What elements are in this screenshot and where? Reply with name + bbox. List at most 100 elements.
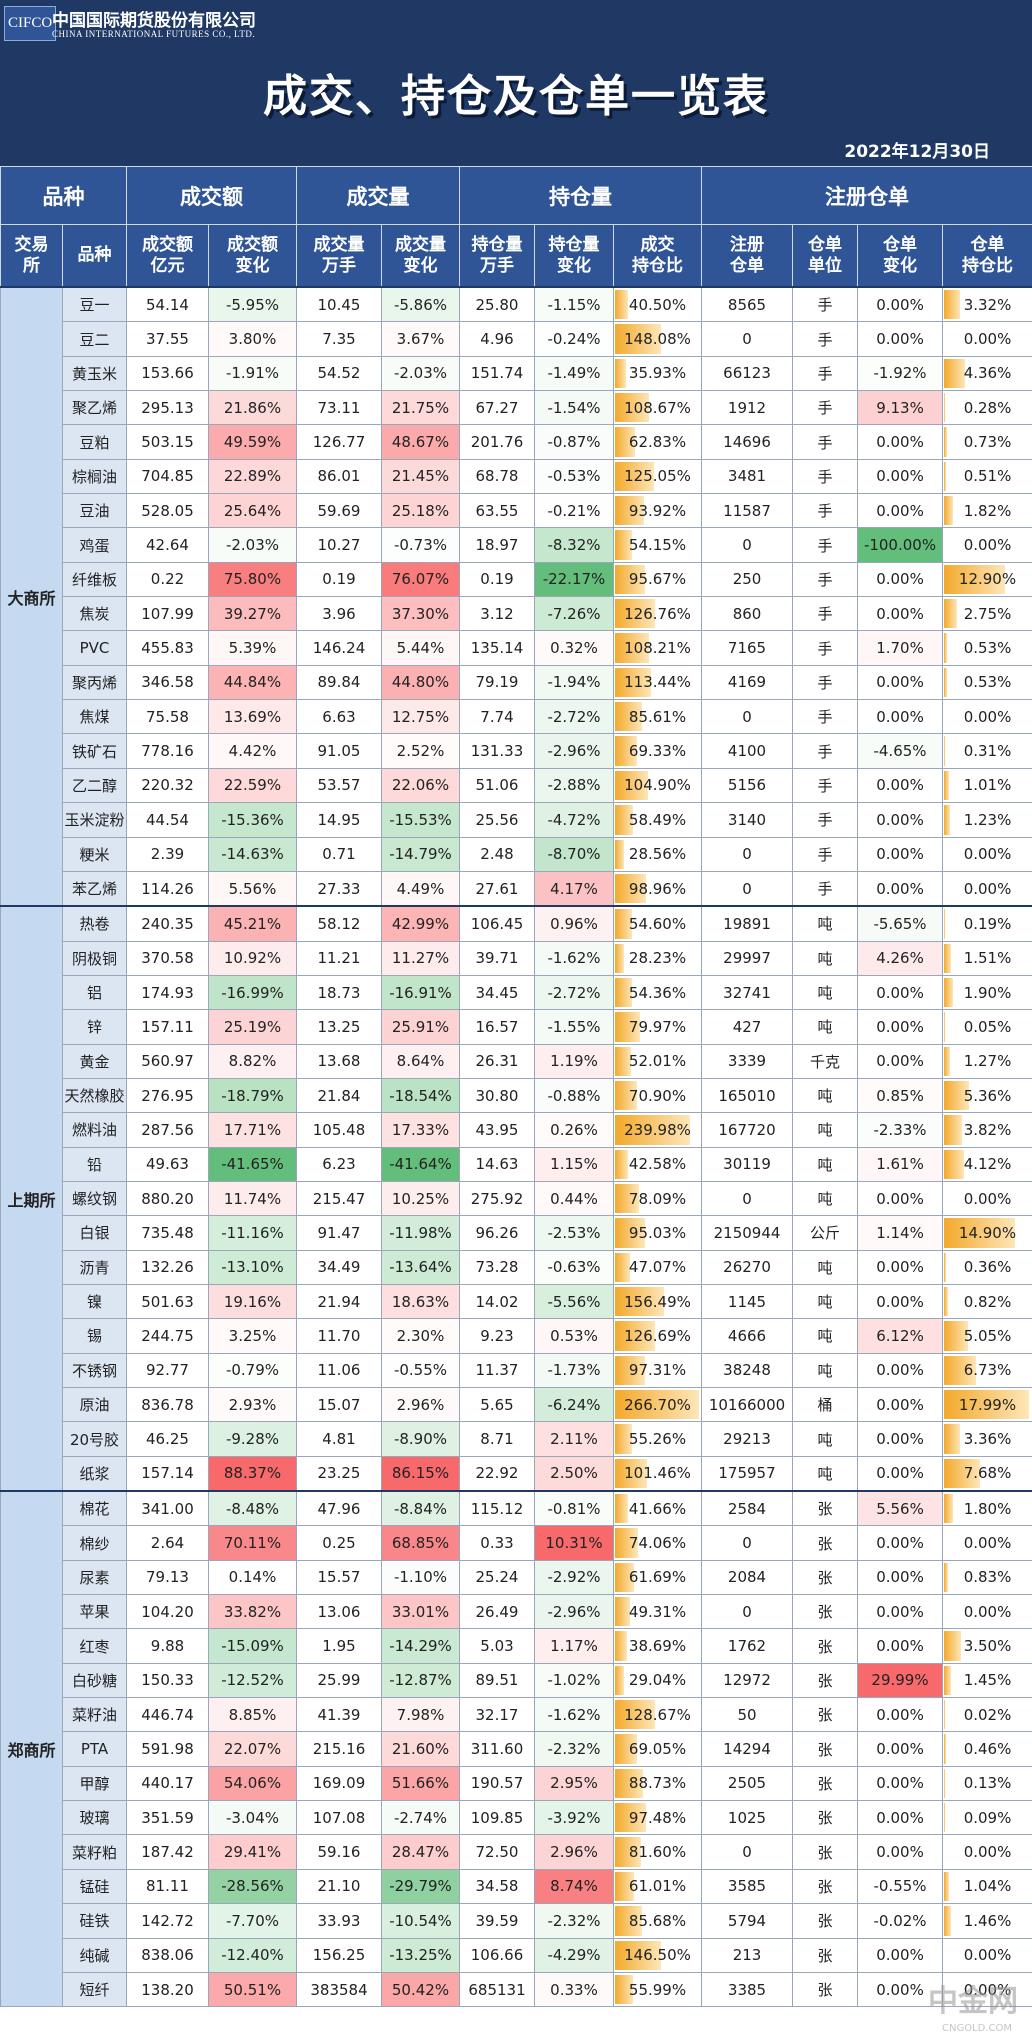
ratio-text: 54.15% xyxy=(628,536,687,555)
ratio-bar xyxy=(944,1734,947,1764)
value-cell: 21.75% xyxy=(381,390,460,426)
value-cell: 32741 xyxy=(701,974,794,1011)
ratio-bar xyxy=(615,496,645,526)
value-cell: 5156 xyxy=(701,767,794,804)
ratio-text: 74.06% xyxy=(628,1534,687,1553)
table-row: 镍 501.63 19.16% 21.94 18.63% 14.02 -5.56% 156.4… xyxy=(1,1283,1032,1320)
value-cell: -9.28% xyxy=(208,1421,297,1457)
value-cell: -6.24% xyxy=(534,1386,614,1423)
ratio-bar xyxy=(944,770,949,801)
value-cell: 3.25% xyxy=(208,1318,297,1354)
ratio-text: 81.60% xyxy=(628,1843,687,1862)
value-cell: 79.19 xyxy=(459,664,535,701)
value-cell: -1.55% xyxy=(534,1009,614,1045)
value-cell: 5794 xyxy=(701,1903,794,1939)
value-cell: -0.73% xyxy=(381,527,460,563)
value-cell: 8.74% xyxy=(534,1868,614,1905)
value-cell: 89.51 xyxy=(459,1662,535,1699)
value-cell: 5.65 xyxy=(459,1386,535,1423)
variety-cell: 锌 xyxy=(62,1009,127,1045)
value-cell: 150.33 xyxy=(126,1662,209,1699)
value-cell: 48.67% xyxy=(381,424,460,460)
ratio-text: 42.58% xyxy=(628,1155,687,1174)
value-cell: 1.46% xyxy=(942,1903,1032,1939)
value-cell: 0.53% xyxy=(534,1318,614,1354)
value-cell: 42.99% xyxy=(381,905,460,942)
value-cell: 张 xyxy=(792,1834,859,1870)
value-cell: 1.23% xyxy=(942,802,1032,838)
value-cell: -2.88% xyxy=(534,767,614,804)
value-cell: 0.19 xyxy=(459,561,535,598)
value-cell: 4.17% xyxy=(534,870,614,907)
value-cell: 5.03 xyxy=(459,1628,535,1664)
value-cell: -7.70% xyxy=(208,1903,297,1939)
value-cell: 1.95 xyxy=(296,1628,382,1664)
value-cell: 10.92% xyxy=(208,940,297,976)
value-cell: 张 xyxy=(792,1937,859,1973)
value-cell: 39.71 xyxy=(459,940,535,976)
value-cell: 1.04% xyxy=(942,1868,1032,1905)
value-cell: 440.17 xyxy=(126,1765,209,1802)
ratio-bar xyxy=(615,1115,691,1145)
value-cell: 1.17% xyxy=(534,1628,614,1664)
value-cell: 287.56 xyxy=(126,1112,209,1148)
table-row: 铅 49.63 -41.65% 6.23 -41.64% 14.63 1.15% 42.58%… xyxy=(1,1146,1032,1182)
column-header: 仓单 变化 xyxy=(857,224,944,288)
table-row: PTA 591.98 22.07% 215.16 21.60% 311.60 -2.32% 6… xyxy=(1,1731,1032,1767)
ratio-text: 55.99% xyxy=(628,1980,687,1999)
ratio-bar xyxy=(615,736,637,766)
group-header: 成交量 xyxy=(296,166,460,225)
value-cell: 21.10 xyxy=(296,1868,382,1905)
value-cell: 148.08% xyxy=(612,321,703,357)
value-cell: 35.93% xyxy=(612,355,703,392)
value-cell: -1.02% xyxy=(534,1662,614,1699)
ratio-text: 97.48% xyxy=(628,1808,687,1827)
value-cell: 75.80% xyxy=(208,561,297,598)
value-cell: 0.00% xyxy=(942,1971,1032,2008)
value-cell: 1.27% xyxy=(942,1043,1032,1079)
value-cell: 96.26 xyxy=(459,1215,535,1251)
value-cell: 0.00% xyxy=(857,1697,944,1733)
value-cell: 156.25 xyxy=(296,1937,382,1973)
value-cell: 张 xyxy=(792,1731,859,1767)
value-cell: 0.13% xyxy=(942,1765,1032,1802)
value-cell: 0.00% xyxy=(857,1043,944,1079)
ratio-text: 0.36% xyxy=(963,1258,1012,1277)
value-cell: -2.74% xyxy=(381,1800,460,1836)
variety-cell: 玻璃 xyxy=(62,1800,127,1836)
value-cell: 49.59% xyxy=(208,424,297,460)
ratio-bar xyxy=(615,1562,635,1593)
ratio-text: 93.92% xyxy=(628,501,687,520)
ratio-bar xyxy=(944,1906,951,1936)
value-cell: 桶 xyxy=(792,1386,859,1423)
value-cell: 12.75% xyxy=(381,699,460,735)
ratio-bar xyxy=(615,1665,625,1696)
value-cell: 50 xyxy=(701,1697,794,1733)
ratio-text: 3.32% xyxy=(963,295,1012,314)
ratio-text: 1.23% xyxy=(963,810,1012,829)
ratio-text: 0.00% xyxy=(963,330,1012,349)
ratio-bar xyxy=(615,1803,646,1833)
value-cell: 0.00% xyxy=(942,527,1032,563)
value-cell: 29.04% xyxy=(612,1662,703,1699)
variety-cell: 白银 xyxy=(62,1215,127,1251)
ratio-bar xyxy=(944,564,1006,595)
value-cell: 383584 xyxy=(296,1971,382,2008)
ratio-text: 101.46% xyxy=(624,1464,691,1483)
ratio-bar xyxy=(615,667,651,698)
variety-cell: 聚丙烯 xyxy=(62,664,127,701)
ratio-bar xyxy=(615,564,645,595)
value-cell: 公斤 xyxy=(792,1215,859,1251)
table-row: 红枣 9.88 -15.09% 1.95 -14.29% 5.03 1.17% 38.69% 1… xyxy=(1,1628,1032,1664)
value-cell: 2505 xyxy=(701,1765,794,1802)
value-cell: 3481 xyxy=(701,458,794,495)
value-cell: 169.09 xyxy=(296,1765,382,1802)
ratio-text: 69.05% xyxy=(628,1740,687,1759)
ratio-text: 49.31% xyxy=(628,1602,687,1621)
value-cell: 吨 xyxy=(792,1077,859,1114)
value-cell: 3.80% xyxy=(208,321,297,357)
value-cell: 0.00% xyxy=(857,1009,944,1045)
ratio-text: 6.73% xyxy=(963,1361,1012,1380)
ratio-bar xyxy=(615,873,646,904)
